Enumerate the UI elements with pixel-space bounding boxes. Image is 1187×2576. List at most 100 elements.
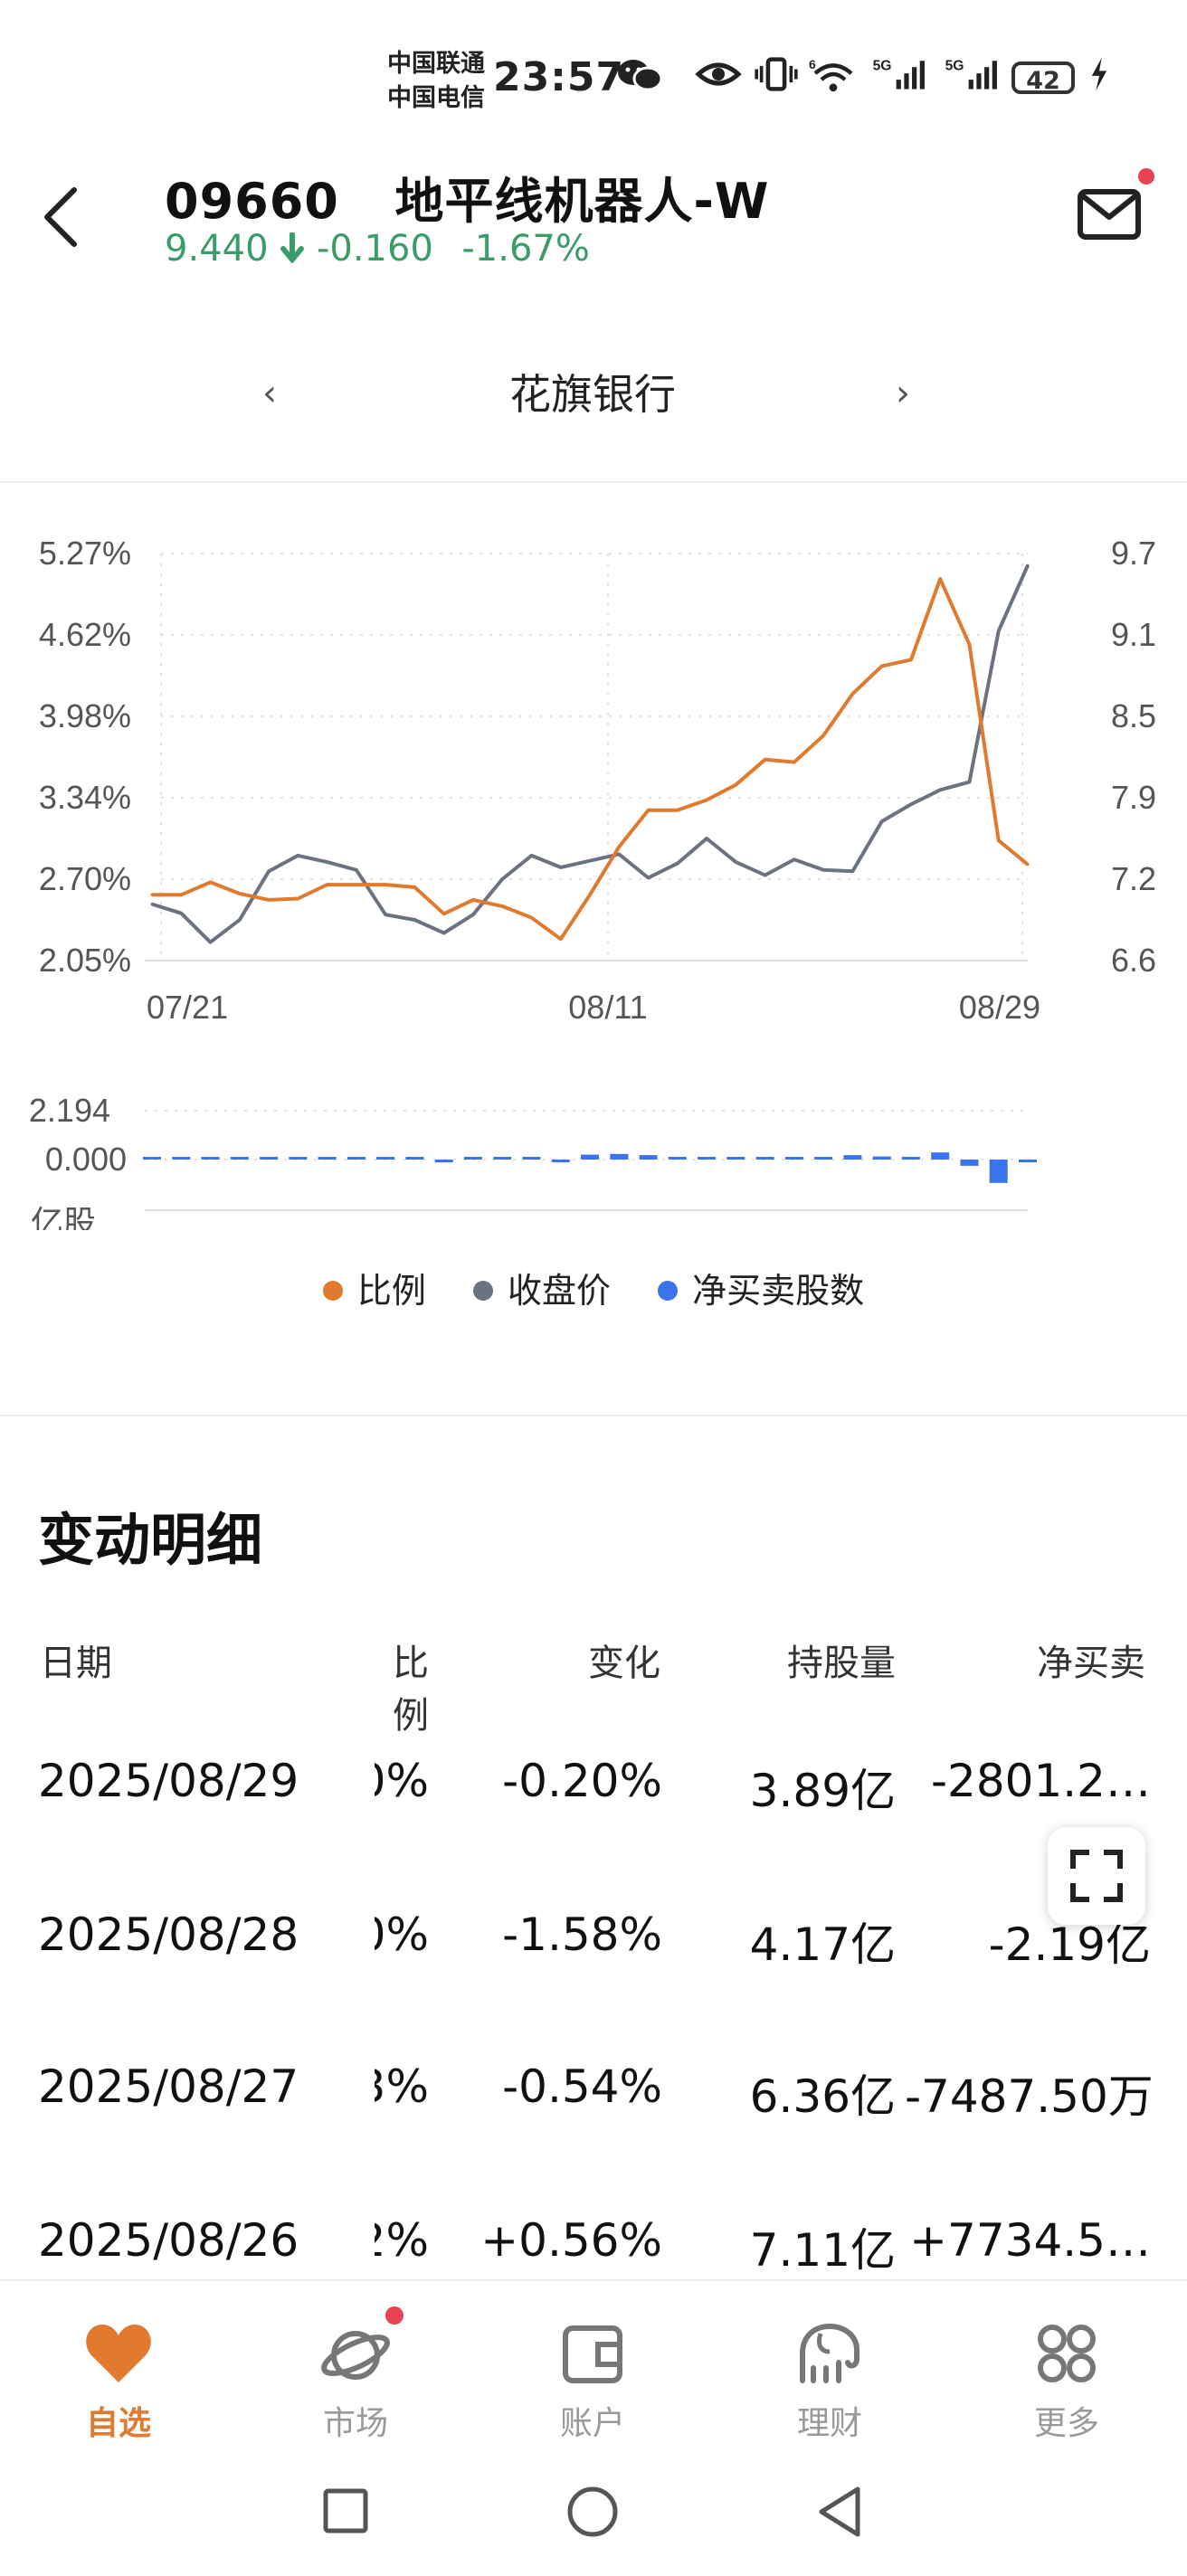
stock-code: 09660 xyxy=(165,173,339,230)
cell-net: -2801.2… xyxy=(931,1755,1151,1807)
tab-watchlist[interactable]: 自选 xyxy=(0,2281,237,2453)
cell-net: -2.19亿 xyxy=(988,1918,1151,1971)
series-line-close xyxy=(151,564,1030,944)
data-point-ratio xyxy=(764,758,767,762)
data-point-ratio xyxy=(997,838,1001,842)
arrow-down-icon xyxy=(280,232,305,264)
volume-bar xyxy=(318,1157,337,1160)
data-point-ratio xyxy=(267,898,271,902)
table-row[interactable]: 2025/08/28 0% -1.58% 4.17亿 -2.19亿 xyxy=(0,1908,1187,1999)
volume-bar xyxy=(581,1154,599,1160)
wifi-label: 6 xyxy=(809,57,816,71)
divider xyxy=(0,1415,1187,1416)
cell-holding: 3.89亿 xyxy=(749,1765,896,1817)
column-header-change[interactable]: 变化 xyxy=(588,1643,660,1684)
cell-net: +7734.5… xyxy=(909,2214,1151,2267)
data-point-ratio xyxy=(179,893,183,896)
cell-change: +0.56% xyxy=(480,2214,662,2267)
cell-date: 2025/08/29 xyxy=(38,1755,299,1807)
data-point-close xyxy=(909,802,913,806)
fullscreen-button[interactable] xyxy=(1048,1827,1145,1925)
table-row[interactable]: 2025/08/29 0% -0.20% 3.89亿 -2801.2… xyxy=(0,1755,1187,1845)
column-header-ratio[interactable]: 比例 xyxy=(393,1643,429,1737)
data-point-close xyxy=(821,868,825,872)
data-point-ratio xyxy=(238,892,242,895)
cell-date: 2025/08/28 xyxy=(38,1908,299,1961)
legend-label-close: 收盘价 xyxy=(507,1271,611,1311)
tab-label: 理财 xyxy=(796,2405,862,2442)
cell-ratio: 3% xyxy=(375,2060,429,2113)
data-point-close xyxy=(647,876,650,879)
broker-next-button[interactable]: › xyxy=(896,373,910,414)
signal-1-label: 5G xyxy=(873,59,892,74)
data-point-close xyxy=(384,913,387,916)
volume-bar xyxy=(376,1157,395,1160)
data-point-close xyxy=(413,918,416,922)
cell-holding: 7.11亿 xyxy=(749,2224,896,2277)
legend-dot-close xyxy=(472,1280,493,1301)
back-icon[interactable] xyxy=(34,181,89,253)
volume-bar xyxy=(668,1157,687,1160)
data-point-close xyxy=(471,913,475,916)
legend-item-close[interactable]: 收盘价 xyxy=(472,1263,611,1312)
y-left-tick-label: 5.27% xyxy=(39,535,131,572)
volume-tick-label: 2.194 xyxy=(29,1092,110,1129)
volume-bar xyxy=(1019,1160,1037,1162)
tab-wealth[interactable]: 理财 xyxy=(711,2281,948,2453)
column-header-date[interactable]: 日期 xyxy=(40,1643,112,1684)
home-icon[interactable] xyxy=(566,2486,619,2538)
volume-bar xyxy=(784,1157,803,1160)
volume-bar xyxy=(551,1160,570,1162)
data-point-ratio xyxy=(793,761,796,764)
column-header-net[interactable]: 净买卖 xyxy=(1037,1643,1145,1684)
status-time: 23:57 xyxy=(493,54,625,100)
volume-bar xyxy=(901,1157,920,1160)
data-point-ratio xyxy=(821,734,825,737)
data-point-close xyxy=(238,918,242,922)
volume-bar xyxy=(260,1157,279,1160)
data-point-ratio xyxy=(326,883,329,886)
volume-bar xyxy=(434,1160,453,1162)
signal-1-icon: 5G xyxy=(873,59,925,90)
volume-bar xyxy=(872,1156,891,1160)
y-left-tick-label: 3.98% xyxy=(39,697,131,734)
legend-label-ratio: 比例 xyxy=(356,1271,426,1311)
holding-chart[interactable]: 5.27% 4.62% 3.98% 3.34% 2.70% 2.05% 9.7 9.1 8.5 7… xyxy=(0,507,1187,1230)
data-point-ratio xyxy=(471,898,475,902)
tab-account[interactable]: 账户 xyxy=(474,2281,711,2453)
data-point-close xyxy=(880,819,884,823)
y-left-tick-label: 3.34% xyxy=(39,779,131,816)
y-left-tick-label: 2.70% xyxy=(39,860,131,897)
broker-prev-button[interactable]: ‹ xyxy=(262,373,277,414)
system-nav-bar xyxy=(0,2451,1187,2576)
y-right-tick-label: 9.7 xyxy=(1111,535,1156,572)
column-header-holding[interactable]: 持股量 xyxy=(787,1643,896,1684)
data-point-ratio xyxy=(500,904,504,908)
legend-dot-ratio xyxy=(322,1280,343,1301)
tab-more[interactable]: 更多 xyxy=(948,2281,1185,2453)
legend-item-ratio[interactable]: 比例 xyxy=(322,1263,426,1312)
cell-change: -0.54% xyxy=(502,2060,662,2113)
table-row[interactable]: 2025/08/26 2% +0.56% 7.11亿 +7734.5… xyxy=(0,2214,1187,2305)
data-point-ratio xyxy=(588,893,592,896)
legend-item-net[interactable]: 净买卖股数 xyxy=(658,1263,864,1312)
tab-market[interactable]: 市场 xyxy=(237,2281,474,2453)
volume-bar xyxy=(347,1157,366,1160)
y-left-tick-label: 2.05% xyxy=(39,942,131,979)
volume-bar xyxy=(931,1152,950,1160)
back-nav-icon[interactable] xyxy=(816,2486,863,2538)
cell-net: -7487.50万 xyxy=(905,2070,1151,2123)
data-point-close xyxy=(705,837,708,840)
data-point-ratio xyxy=(150,893,154,896)
data-point-close xyxy=(793,857,796,861)
chart-legend: 比例 收盘价 净买卖股数 xyxy=(0,1263,1187,1312)
table-row[interactable]: 2025/08/27 3% -0.54% 6.36亿 -7487.50万 xyxy=(0,2060,1187,2151)
signal-2-icon: 5G xyxy=(945,59,997,90)
cell-ratio: 0% xyxy=(375,1908,429,1961)
cell-holding: 4.17亿 xyxy=(749,1918,896,1971)
recent-apps-icon[interactable] xyxy=(322,2487,369,2534)
carrier-2: 中国电信 xyxy=(387,84,485,112)
volume-bar xyxy=(843,1155,862,1160)
mail-icon[interactable] xyxy=(1077,181,1142,246)
volume-bar xyxy=(405,1157,424,1160)
